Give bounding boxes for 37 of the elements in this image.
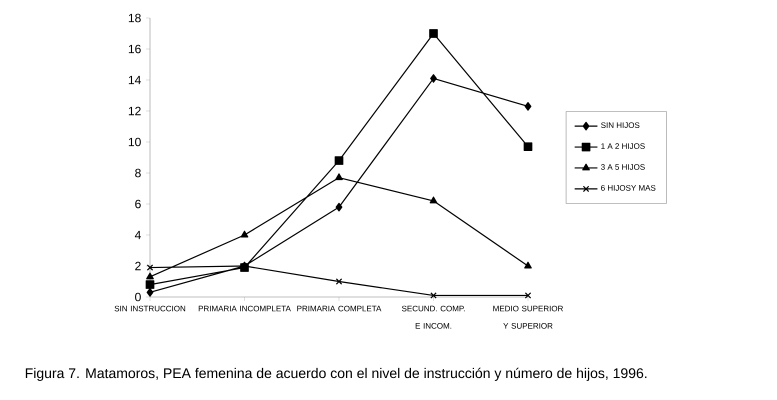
y-tick-label: 4 (134, 230, 141, 240)
point (524, 262, 532, 268)
y-tick-label: 0 (135, 292, 141, 302)
y-tick-label: 10 (128, 138, 141, 146)
text: Figura 7. Matamoros, PEA femenina de acuerdo con el nivel de instrucción y número de hijos, 1996. (26, 368, 646, 381)
point (335, 173, 343, 180)
y-tick-label: 6 (135, 200, 141, 208)
point (524, 292, 532, 299)
point (430, 196, 438, 204)
x-tick-label: SIN INSTRUCCION (114, 306, 186, 312)
y-tick-label: 2 (135, 262, 141, 270)
y-tick-label: 18 (128, 14, 141, 22)
point (430, 292, 437, 299)
y-tick-label: 8 (135, 168, 141, 178)
point (524, 102, 532, 111)
category-label: SECUND. COMP. E INCOM. (402, 306, 465, 329)
x-tick-label: PRIMARIA COMPLETA (297, 306, 382, 312)
y-tick-label: 12 (128, 106, 141, 116)
point (146, 288, 154, 297)
y-tick-label: 14 (128, 76, 141, 84)
legend-label: SIN HIJOS (601, 122, 640, 128)
legend-label: 3 A 5 HIJOS (601, 164, 645, 170)
point (430, 74, 437, 83)
point (146, 280, 154, 289)
point (146, 272, 154, 280)
legend-label: 1 A 2 HIJOS (601, 143, 645, 149)
category-label: MEDIO SUPERIOR Y SUPERIOR (493, 306, 563, 329)
x-tick-label: PRIMARIA INCOMPLETA (198, 306, 291, 312)
y-tick-label: 16 (128, 44, 141, 54)
point (336, 202, 342, 212)
legend-label: 6 HIJOSY MAS (601, 185, 656, 191)
point (146, 264, 154, 271)
point (336, 278, 342, 285)
point (240, 230, 248, 238)
point (334, 156, 344, 165)
point (429, 29, 438, 38)
point (524, 142, 532, 151)
